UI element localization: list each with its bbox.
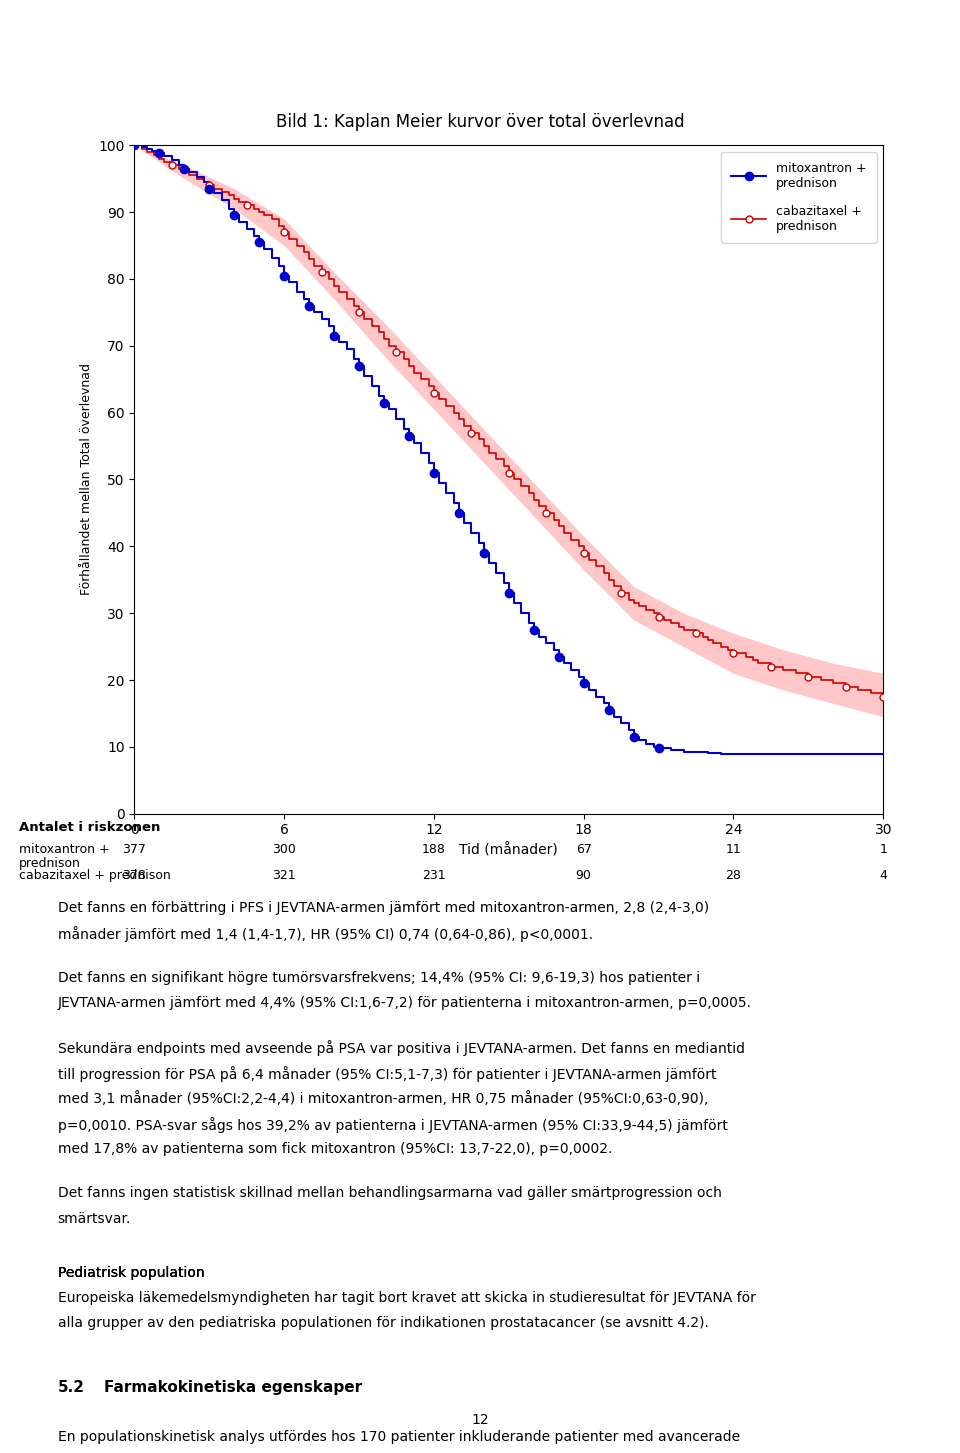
Text: prednison: prednison — [19, 857, 81, 870]
Text: med 3,1 månader (95%CI:2,2-4,4) i mitoxantron-armen, HR 0,75 månader (95%CI:0,63: med 3,1 månader (95%CI:2,2-4,4) i mitoxa… — [58, 1091, 708, 1106]
Text: mitoxantron +: mitoxantron + — [19, 843, 109, 856]
Text: 4: 4 — [879, 869, 887, 882]
Legend: mitoxantron +
prednison, cabazitaxel +
prednison: mitoxantron + prednison, cabazitaxel + p… — [721, 151, 876, 243]
Text: Det fanns en signifikant högre tumörsvarsfrekvens; 14,4% (95% CI: 9,6-19,3) hos : Det fanns en signifikant högre tumörsvar… — [58, 971, 700, 985]
X-axis label: Tid (månader): Tid (månader) — [460, 843, 558, 857]
Text: 1: 1 — [879, 843, 887, 856]
Text: 12: 12 — [471, 1412, 489, 1427]
Text: smärtsvar.: smärtsvar. — [58, 1212, 131, 1226]
Text: 378: 378 — [123, 869, 146, 882]
Text: Bild 1: Kaplan Meier kurvor över total överlevnad: Bild 1: Kaplan Meier kurvor över total ö… — [276, 113, 684, 131]
Text: Antalet i riskzonen: Antalet i riskzonen — [19, 821, 160, 834]
Text: En populationskinetisk analys utfördes hos 170 patienter inkluderande patienter : En populationskinetisk analys utfördes h… — [58, 1431, 740, 1444]
Text: Det fanns ingen statistisk skillnad mellan behandlingsarmarna vad gäller smärtpr: Det fanns ingen statistisk skillnad mell… — [58, 1187, 722, 1200]
Text: Sekundära endpoints med avseende på PSA var positiva i JEVTANA-armen. Det fanns : Sekundära endpoints med avseende på PSA … — [58, 1040, 745, 1056]
Text: 321: 321 — [273, 869, 296, 882]
Text: 188: 188 — [422, 843, 445, 856]
Text: till progression för PSA på 6,4 månader (95% CI:5,1-7,3) för patienter i JEVTANA: till progression för PSA på 6,4 månader … — [58, 1067, 716, 1081]
Y-axis label: Förhållandet mellan Total överlevnad: Förhållandet mellan Total överlevnad — [80, 363, 93, 596]
Text: alla grupper av den pediatriska populationen för indikationen prostatacancer (se: alla grupper av den pediatriska populati… — [58, 1316, 708, 1331]
Text: Pediatrisk population: Pediatrisk population — [58, 1266, 204, 1280]
Text: JEVTANA-armen jämfört med 4,4% (95% CI:1,6-7,2) för patienterna i mitoxantron-ar: JEVTANA-armen jämfört med 4,4% (95% CI:1… — [58, 997, 752, 1010]
Text: Farmakokinetiska egenskaper: Farmakokinetiska egenskaper — [104, 1380, 362, 1395]
Text: 231: 231 — [422, 869, 445, 882]
Text: med 17,8% av patienterna som fick mitoxantron (95%CI: 13,7-22,0), p=0,0002.: med 17,8% av patienterna som fick mitoxa… — [58, 1142, 612, 1157]
Text: p=0,0010. PSA-svar sågs hos 39,2% av patienterna i JEVTANA-armen (95% CI:33,9-44: p=0,0010. PSA-svar sågs hos 39,2% av pat… — [58, 1117, 728, 1132]
Text: månader jämfört med 1,4 (1,4-1,7), HR (95% CI) 0,74 (0,64-0,86), p<0,0001.: månader jämfört med 1,4 (1,4-1,7), HR (9… — [58, 927, 592, 942]
Text: 5.2: 5.2 — [58, 1380, 84, 1395]
Text: 300: 300 — [273, 843, 296, 856]
Text: 28: 28 — [726, 869, 741, 882]
Text: 67: 67 — [576, 843, 591, 856]
Text: 11: 11 — [726, 843, 741, 856]
Text: Det fanns en förbättring i PFS i JEVTANA-armen jämfört med mitoxantron-armen, 2,: Det fanns en förbättring i PFS i JEVTANA… — [58, 901, 708, 915]
Text: 90: 90 — [576, 869, 591, 882]
Text: 377: 377 — [123, 843, 146, 856]
Text: Pediatrisk population: Pediatrisk population — [58, 1266, 204, 1280]
Text: Pediatrisk population: Pediatrisk population — [58, 1266, 204, 1280]
Text: Europeiska läkemedelsmyndigheten har tagit bort kravet att skicka in studieresul: Europeiska läkemedelsmyndigheten har tag… — [58, 1292, 756, 1305]
Text: cabazitaxel + prednison: cabazitaxel + prednison — [19, 869, 171, 882]
